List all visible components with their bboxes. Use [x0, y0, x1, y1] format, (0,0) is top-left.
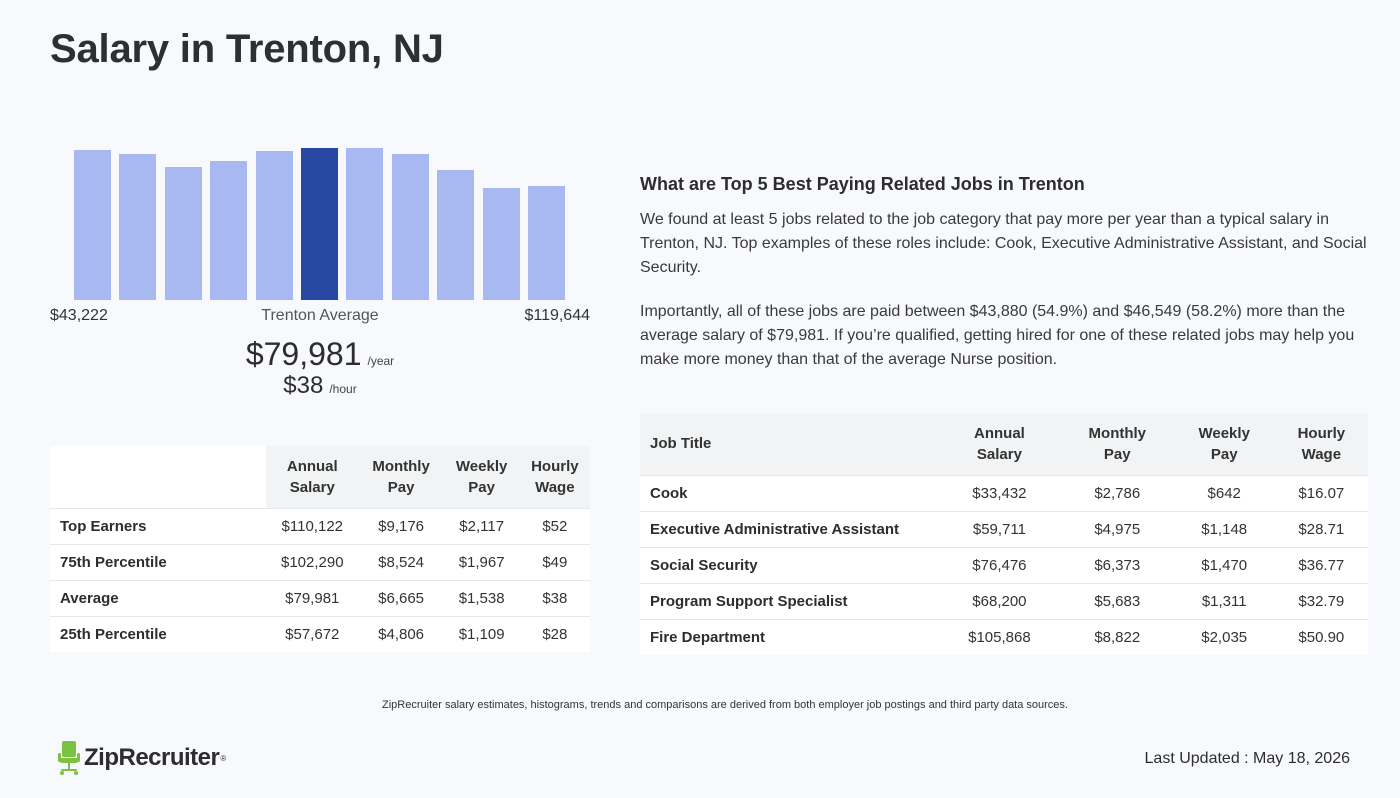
cell-weekly: $642 — [1173, 474, 1275, 511]
histogram-average-label: Trenton Average — [261, 307, 379, 324]
histogram-bar — [437, 170, 475, 300]
job-title-cell: Social Security — [640, 546, 938, 583]
percentile-table: Annual Salary Monthly Pay Weekly Pay Hourly… — [50, 446, 590, 652]
histogram-min-label: $43,222 — [50, 307, 108, 324]
table-row: 25th Percentile $57,672 $4,806 $1,109 $28 — [50, 615, 590, 652]
table-header-annual: Annual Salary — [938, 413, 1061, 475]
cell-monthly: $9,176 — [358, 507, 444, 544]
table-row: Top Earners $110,122 $9,176 $2,117 $52 — [50, 507, 590, 544]
cell-hourly: $49 — [519, 543, 590, 580]
table-header-blank — [50, 446, 266, 508]
cell-annual: $79,981 — [266, 579, 359, 616]
cell-hourly: $28.71 — [1274, 510, 1368, 547]
logo-text: ZipRecruiter — [84, 744, 220, 771]
chair-icon — [58, 741, 80, 775]
table-header-annual: Annual Salary — [266, 446, 359, 508]
histogram-bar — [74, 149, 111, 300]
histogram-bar — [210, 160, 248, 300]
cell-hourly: $36.77 — [1274, 546, 1368, 583]
cell-hourly: $32.79 — [1274, 582, 1368, 619]
histogram-bar — [164, 167, 202, 300]
table-row: Executive Administrative Assistant $59,71… — [640, 510, 1368, 547]
table-header-weekly: Weekly Pay — [443, 446, 520, 508]
average-yearly: $79,981/year — [50, 336, 590, 373]
table-header-job-title: Job Title — [640, 413, 938, 475]
cell-monthly: $8,524 — [358, 543, 444, 580]
average-hourly-value: $38 — [283, 372, 324, 399]
row-label: 25th Percentile — [50, 615, 266, 652]
cell-hourly: $38 — [519, 579, 590, 616]
job-title-cell: Fire Department — [640, 618, 938, 655]
table-row: Average $79,981 $6,665 $1,538 $38 — [50, 579, 590, 616]
table-header-monthly: Monthly Pay — [358, 446, 444, 508]
row-label: Average — [50, 579, 266, 616]
cell-monthly: $8,822 — [1060, 618, 1174, 655]
table-header-hourly: Hourly Wage — [1274, 413, 1368, 475]
salary-histogram — [50, 140, 590, 300]
histogram-bar — [119, 154, 157, 300]
page-title: Salary in Trenton, NJ — [50, 27, 444, 71]
histogram-bar — [482, 188, 520, 300]
cell-hourly: $52 — [519, 507, 590, 544]
cell-weekly: $1,470 — [1173, 546, 1275, 583]
histogram-max-label: $119,644 — [524, 307, 590, 324]
histogram-bar — [528, 186, 565, 300]
cell-weekly: $2,035 — [1173, 618, 1275, 655]
cell-annual: $68,200 — [938, 582, 1061, 619]
related-jobs-comparison-paragraph: Importantly, all of these jobs are paid … — [640, 303, 1355, 368]
average-hourly-unit: /hour — [329, 382, 357, 396]
cell-weekly: $1,109 — [443, 615, 520, 652]
table-row: Fire Department $105,868 $8,822 $2,035 $50.9… — [640, 618, 1368, 655]
cell-monthly: $6,373 — [1060, 546, 1174, 583]
histogram-bar — [301, 148, 338, 300]
related-jobs-paragraph: We found at least 5 jobs related to the … — [640, 211, 1367, 276]
table-header-weekly: Weekly Pay — [1173, 413, 1275, 475]
job-title-cell: Executive Administrative Assistant — [640, 510, 938, 547]
cell-annual: $105,868 — [938, 618, 1061, 655]
cell-monthly: $6,665 — [358, 579, 444, 616]
table-header-row: Job Title Annual Salary Monthly Pay Weekly… — [640, 413, 1368, 475]
job-title-cell: Program Support Specialist — [640, 582, 938, 619]
related-jobs-heading: What are Top 5 Best Paying Related Jobs … — [640, 174, 1085, 194]
cell-annual: $33,432 — [938, 474, 1061, 511]
job-title-cell: Cook — [640, 474, 938, 511]
cell-annual: $76,476 — [938, 546, 1061, 583]
average-yearly-unit: /year — [367, 354, 395, 368]
row-label: Top Earners — [50, 507, 266, 544]
cell-monthly: $5,683 — [1060, 582, 1174, 619]
cell-monthly: $4,806 — [358, 615, 444, 652]
cell-annual: $102,290 — [266, 543, 359, 580]
ziprecruiter-logo[interactable]: ZipRecruiter ® — [58, 740, 226, 776]
average-yearly-value: $79,981 — [245, 336, 362, 372]
average-hourly: $38/hour — [50, 372, 590, 400]
table-row: Program Support Specialist $68,200 $5,683 $… — [640, 582, 1368, 619]
cell-hourly: $50.90 — [1274, 618, 1368, 655]
cell-hourly: $16.07 — [1274, 474, 1368, 511]
related-jobs-table: Job Title Annual Salary Monthly Pay Weekly… — [640, 413, 1368, 655]
cell-weekly: $2,117 — [443, 507, 520, 544]
last-updated: Last Updated : May 18, 2026 — [1144, 750, 1350, 767]
cell-annual: $110,122 — [266, 507, 359, 544]
cell-weekly: $1,538 — [443, 579, 520, 616]
table-header-monthly: Monthly Pay — [1060, 413, 1174, 475]
data-source-note: ZipRecruiter salary estimates, histogram… — [382, 699, 1068, 711]
cell-monthly: $4,975 — [1060, 510, 1174, 547]
cell-monthly: $2,786 — [1060, 474, 1174, 511]
histogram-bar — [346, 148, 384, 300]
histogram-bar — [391, 154, 429, 300]
row-label: 75th Percentile — [50, 543, 266, 580]
cell-weekly: $1,148 — [1173, 510, 1275, 547]
cell-annual: $57,672 — [266, 615, 359, 652]
cell-hourly: $28 — [519, 615, 590, 652]
table-row: Social Security $76,476 $6,373 $1,470 $36.77 — [640, 546, 1368, 583]
histogram-bar — [255, 151, 293, 300]
cell-weekly: $1,967 — [443, 543, 520, 580]
table-header-row: Annual Salary Monthly Pay Weekly Pay Hourly… — [50, 446, 590, 508]
table-row: Cook $33,432 $2,786 $642 $16.07 — [640, 474, 1368, 511]
cell-weekly: $1,311 — [1173, 582, 1275, 619]
table-row: 75th Percentile $102,290 $8,524 $1,967 $49 — [50, 543, 590, 580]
cell-annual: $59,711 — [938, 510, 1061, 547]
table-header-hourly: Hourly Wage — [519, 446, 590, 508]
